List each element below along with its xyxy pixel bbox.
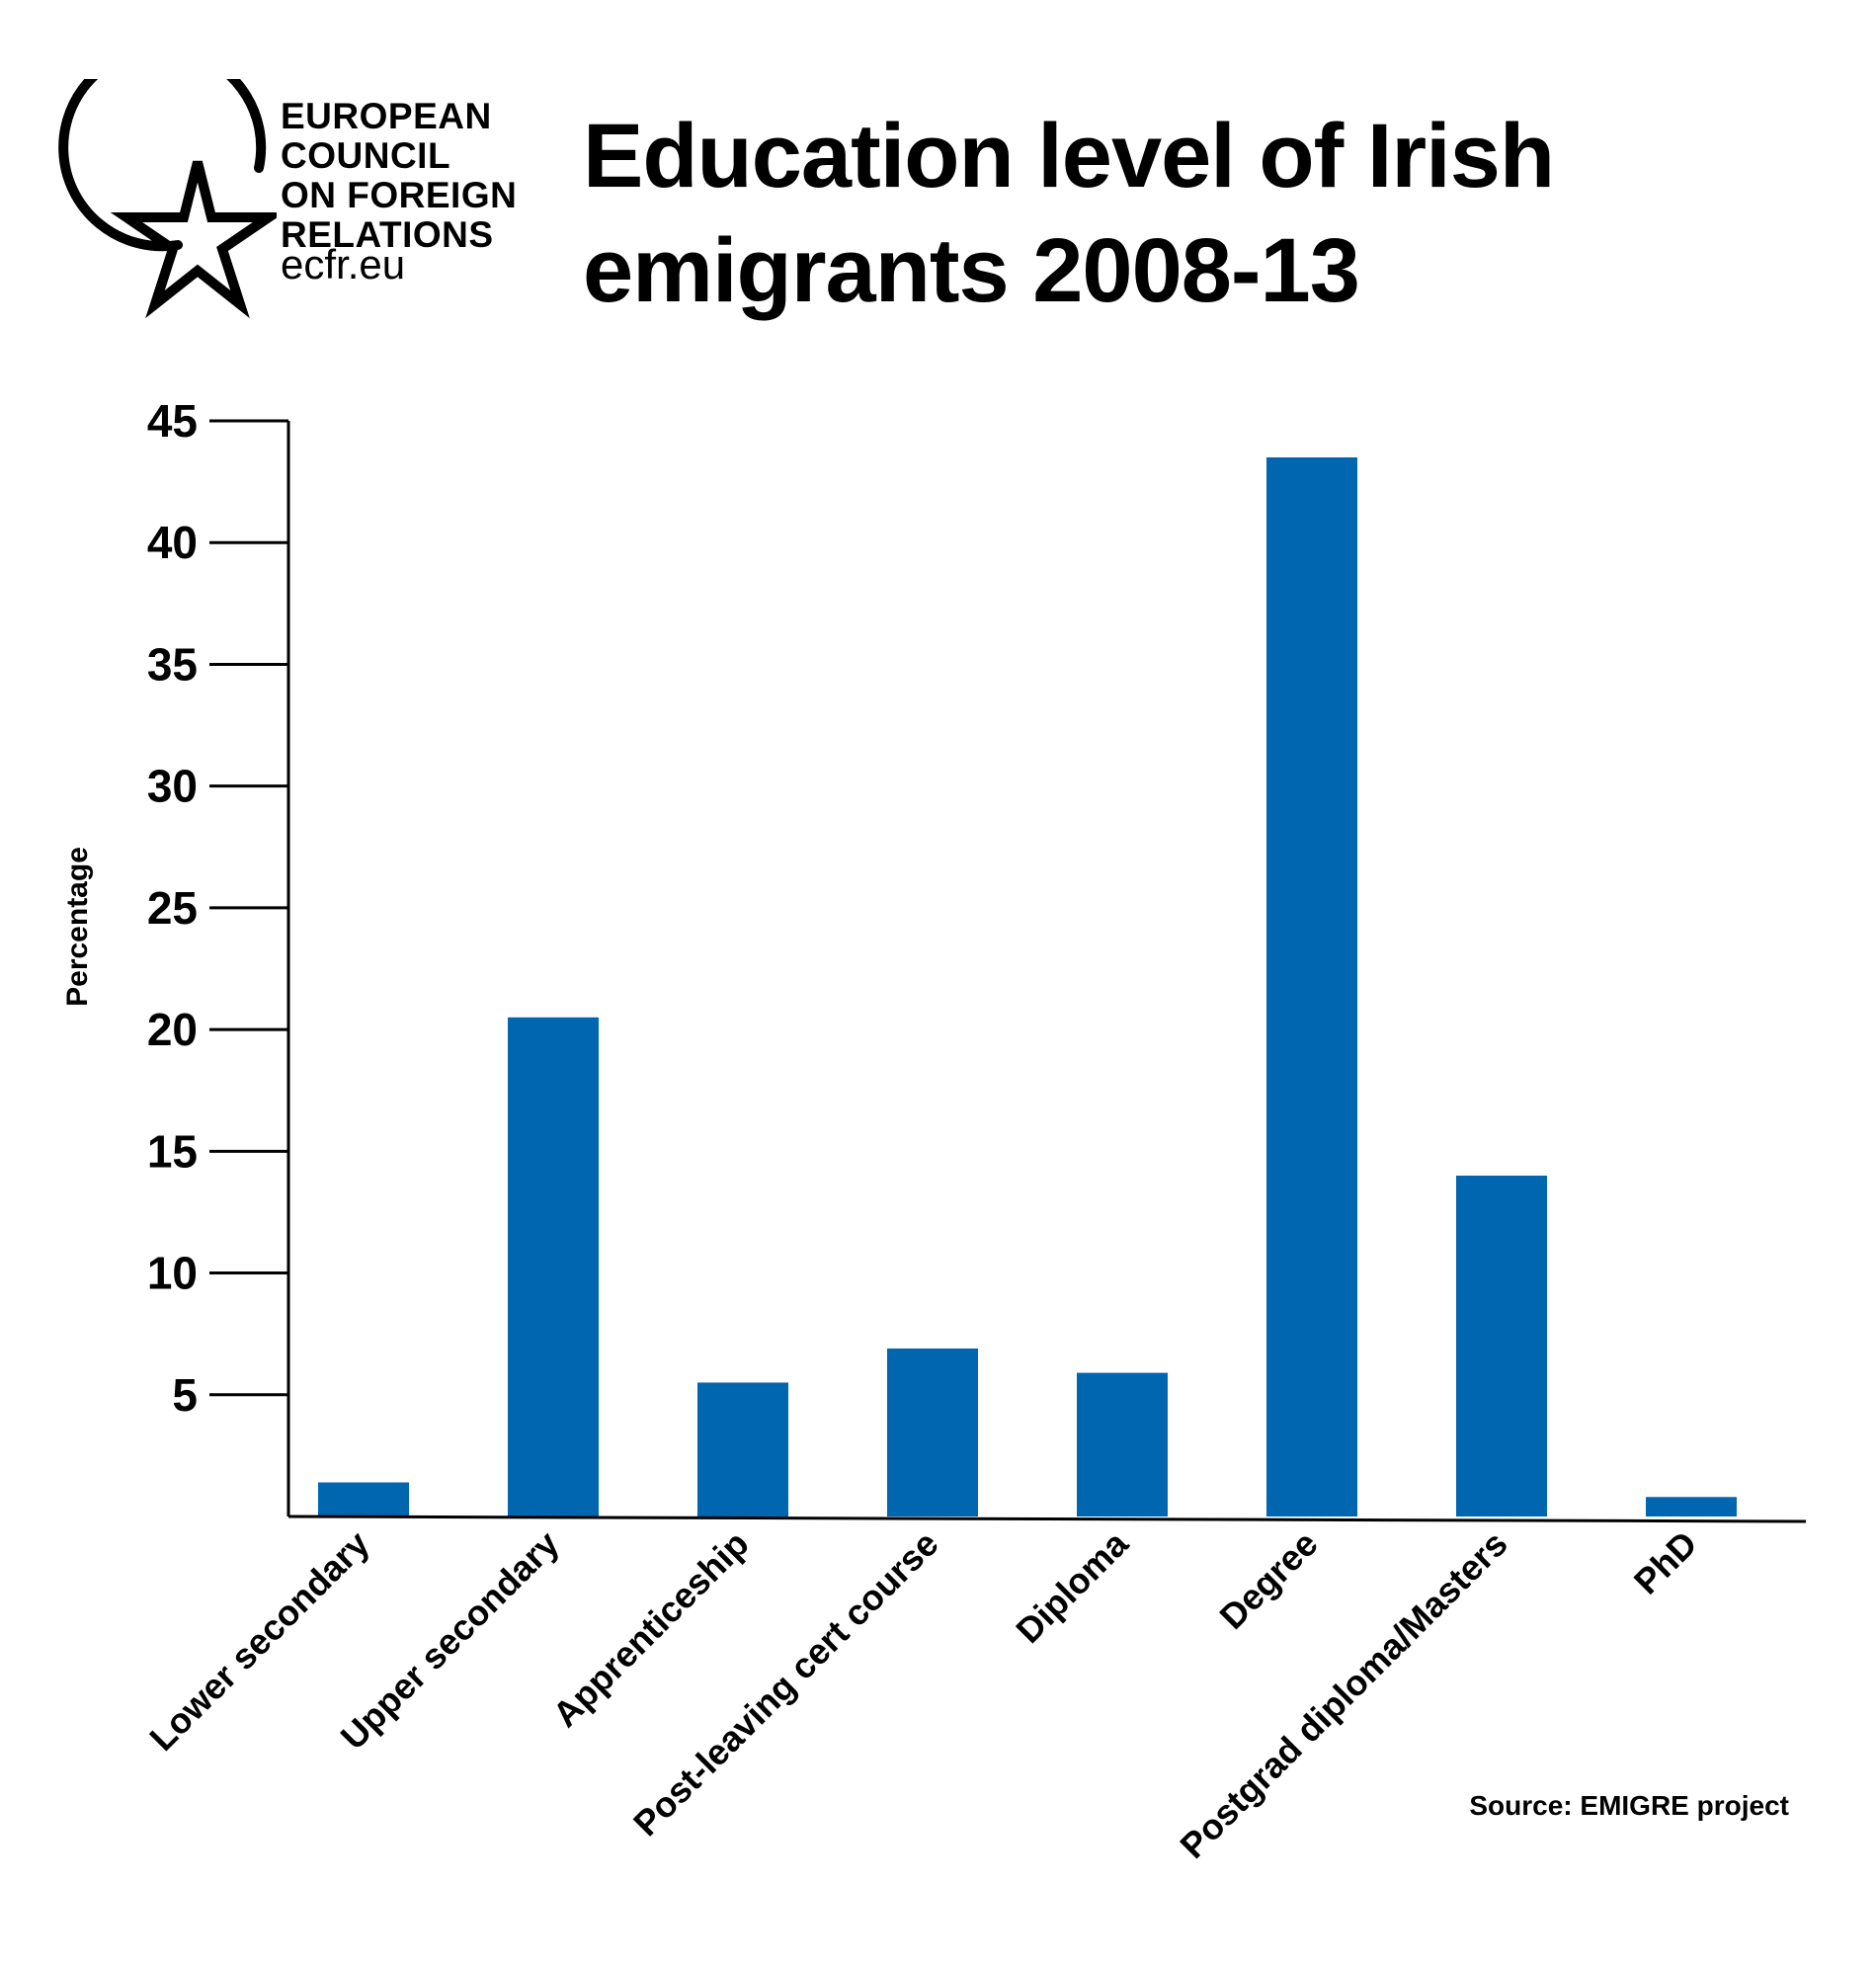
y-axis-title: Percentage (61, 847, 94, 1007)
x-category-label: Diploma (1008, 1522, 1136, 1651)
y-tick-label: 45 (147, 395, 198, 447)
bar (508, 1017, 599, 1516)
bar (887, 1348, 978, 1516)
x-category-label: Post-leaving cert course (625, 1523, 946, 1844)
x-axis-line (287, 1515, 1807, 1523)
ecfr-logo: EUROPEAN COUNCIL ON FOREIGN RELATIONS ec… (40, 79, 553, 336)
bar (1646, 1497, 1737, 1516)
y-tick-label: 5 (172, 1369, 198, 1421)
org-name-line-3: ON FOREIGN (281, 175, 518, 215)
y-tick-label: 10 (147, 1248, 198, 1299)
org-url: ecfr.eu (281, 241, 406, 287)
y-axis: 5 10 15 20 25 30 35 40 45 (147, 395, 290, 1516)
bar (1077, 1372, 1168, 1516)
x-category-label: Apprenticeship (544, 1523, 756, 1735)
y-tick-label: 15 (147, 1125, 198, 1177)
bar (318, 1482, 409, 1516)
y-tick-label: 40 (147, 517, 198, 568)
org-name-line-2: COUNCIL (281, 135, 451, 176)
org-name-line-1: EUROPEAN (281, 96, 492, 136)
y-tick-label: 35 (147, 638, 198, 690)
y-tick-label: 25 (147, 882, 198, 934)
bar (1266, 456, 1357, 1516)
star-in-circle-icon (58, 79, 277, 319)
org-name-line-4: RELATIONS (281, 214, 494, 255)
bar (1456, 1175, 1547, 1516)
bar (697, 1382, 788, 1516)
x-category-label: Degree (1211, 1523, 1325, 1637)
chart-title: Education level of Irish emigrants 2008-… (583, 106, 1555, 321)
source-note: Source: EMIGRE project (1469, 1790, 1789, 1821)
x-category-label: Postgrad diploma/Masters (1172, 1523, 1514, 1866)
bars (318, 456, 1737, 1516)
y-tick-label: 20 (147, 1004, 198, 1055)
x-category-label: PhD (1626, 1523, 1705, 1602)
y-tick-label: 30 (147, 761, 198, 812)
